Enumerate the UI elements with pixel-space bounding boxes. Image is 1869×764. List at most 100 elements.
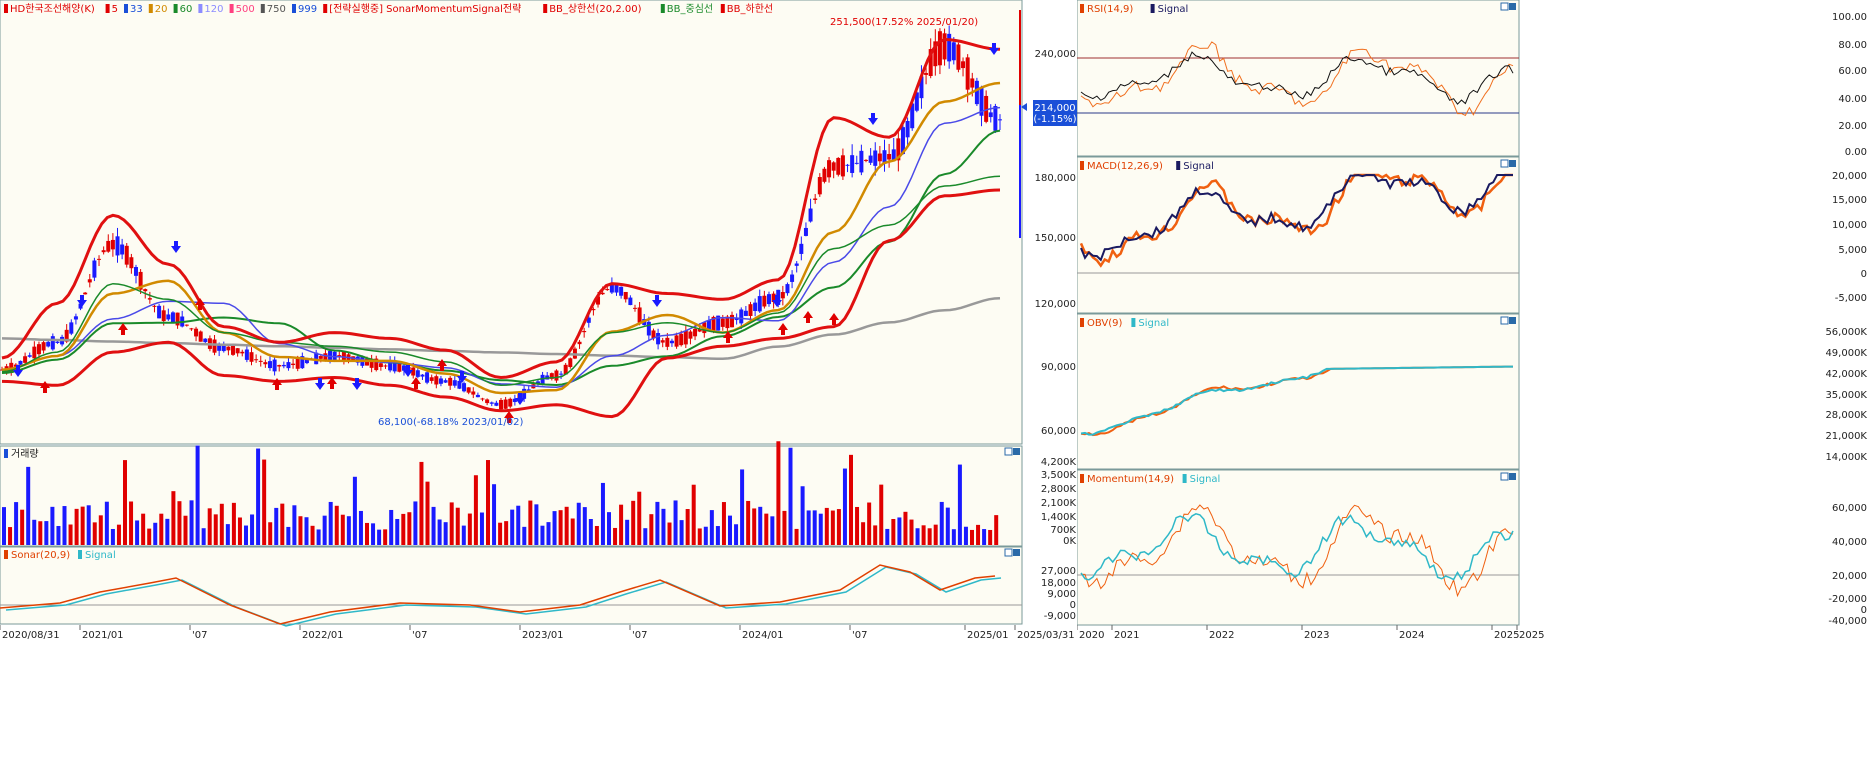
sonar-window-buttons[interactable] [1004, 548, 1020, 557]
candle-body [577, 341, 582, 345]
volume-bar [280, 503, 285, 545]
candle-body [605, 289, 610, 291]
candle-body [152, 305, 157, 307]
volume-bar [431, 506, 436, 545]
bb-upper-line [1, 37, 1001, 380]
obv-max-button[interactable] [1500, 316, 1509, 325]
macd-title: MACD(12,26,9) [1087, 161, 1163, 172]
volume-bar [691, 484, 696, 545]
rsi-max-button[interactable] [1500, 2, 1509, 11]
volume-bar [643, 528, 648, 545]
legend-swatch [260, 4, 265, 13]
macd-signal-line [1080, 173, 1513, 262]
candle-body [133, 267, 138, 276]
momentum-y-tick: 20,000 [1832, 571, 1867, 582]
candle-body [420, 374, 425, 377]
volume-bar [546, 522, 551, 545]
momentum-close-button[interactable] [1509, 473, 1516, 480]
sell-arrow [403, 365, 413, 377]
rsi-line [1080, 41, 1514, 117]
volume-bar [697, 528, 702, 545]
sell-arrow [352, 378, 362, 390]
candle-body [429, 377, 434, 381]
candle-body [374, 358, 379, 371]
candle-body [961, 61, 966, 69]
volume-bar [413, 501, 418, 545]
volume-bar [401, 513, 406, 545]
volume-bar [177, 501, 182, 545]
candle-body [462, 383, 467, 392]
right-x-axis: 2020 2021 2022 2023 2024 2025 2025 [1077, 625, 1544, 641]
volume-bar [703, 526, 708, 545]
candle-body [753, 302, 758, 311]
volume-window-buttons[interactable] [1004, 447, 1020, 456]
legend-swatch [105, 4, 110, 13]
candle-body [448, 377, 453, 386]
candle-body [559, 373, 564, 375]
indicator-panels[interactable]: RSI(14,9) Signal 100.00 80.00 60.00 40.00 20.0… [1077, 0, 1869, 764]
candle-body [614, 284, 619, 293]
candle-body [877, 153, 882, 162]
momentum-max-button[interactable] [1500, 472, 1509, 481]
candle-body [69, 322, 74, 334]
volume-bar [298, 516, 303, 545]
volume-bar [740, 469, 745, 545]
obv-signal-line [1080, 365, 1513, 436]
volume-bar [141, 513, 146, 545]
candle-body [651, 330, 656, 339]
volume-bar [631, 500, 636, 545]
volume-bar [153, 522, 158, 545]
candle-body [438, 378, 443, 384]
volume-bar [8, 527, 13, 545]
volume-bar [461, 525, 466, 545]
volume-bar [576, 502, 581, 545]
volume-bar [994, 515, 999, 545]
sell-arrow [652, 295, 662, 307]
volume-bar [728, 515, 732, 545]
main-price-chart[interactable]: HD한국조선해양(K) 5 33 20 60 120 500 750 999 [전략실행중] So… [0, 0, 1077, 764]
candle-body [711, 316, 716, 332]
candle-body [194, 328, 199, 337]
main-x-label: 2021/01 [82, 630, 124, 641]
volume-bar [818, 513, 823, 545]
volume-bar [147, 528, 152, 545]
main-x-label: 2025/01 [967, 630, 1009, 641]
candle-body [937, 31, 942, 66]
price-lines [1, 37, 1001, 419]
volume-bar [600, 482, 605, 545]
volume-bar [352, 476, 357, 545]
volume-bar [346, 516, 351, 545]
macd-max-button[interactable] [1500, 159, 1509, 168]
volume-bar [927, 528, 932, 545]
legend-swatch [292, 4, 296, 13]
svg-text:거래량: 거래량 [11, 448, 39, 460]
obv-panel-frame [1077, 313, 1520, 470]
obv-close-button[interactable] [1509, 317, 1516, 324]
momentum-y-tick: -20,000 [1828, 594, 1867, 605]
candle-body [970, 78, 975, 88]
right-x-label: 2022 [1209, 630, 1234, 641]
candle-body [831, 162, 836, 171]
candle-body [887, 153, 892, 160]
volume-bar [607, 512, 611, 545]
volume-title: 거래량 [4, 448, 39, 460]
volume-bar [849, 454, 853, 545]
volume-bar [425, 481, 430, 545]
momentum-y-tick: 40,000 [1832, 537, 1867, 548]
sell-arrow [315, 378, 325, 390]
volume-y-tick: 3,500K [1041, 470, 1077, 481]
candle-body [873, 150, 878, 166]
candle-body [910, 103, 915, 129]
macd-close-button[interactable] [1509, 160, 1516, 167]
legend-item: 60 [180, 4, 193, 15]
volume-bar [14, 502, 19, 545]
candle-body [891, 149, 896, 161]
obv-y-tick: 35,000K [1825, 390, 1867, 401]
volume-bar [219, 503, 224, 545]
candle-body [563, 364, 568, 375]
rsi-close-button[interactable] [1509, 3, 1516, 10]
volume-bar [794, 528, 799, 545]
obv-y-tick: 49,000K [1825, 348, 1867, 359]
candle-body [947, 33, 952, 62]
candle-body [882, 150, 887, 164]
